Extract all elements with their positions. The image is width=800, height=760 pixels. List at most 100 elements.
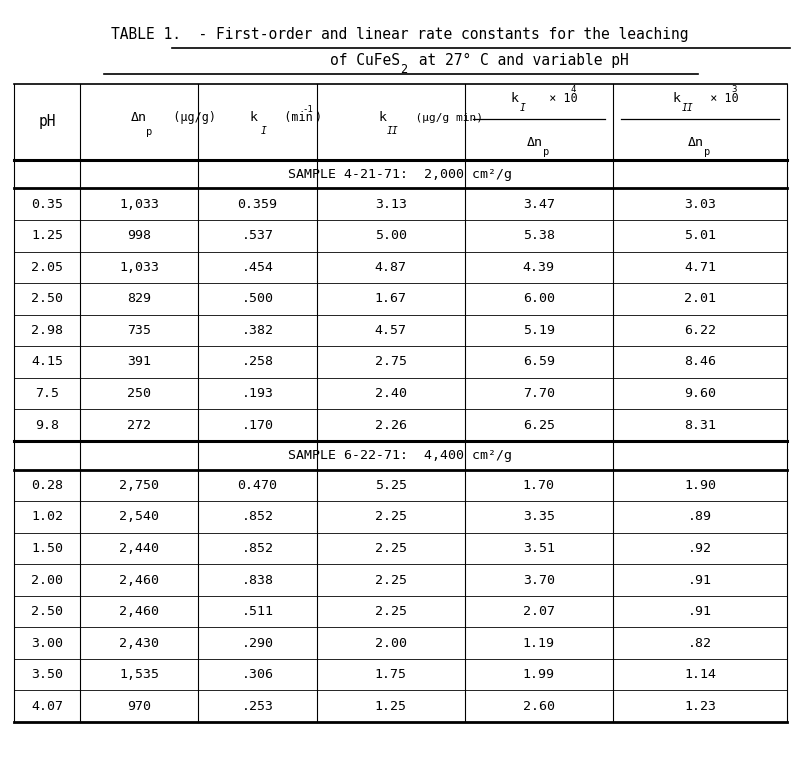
Text: 4.07: 4.07: [31, 700, 63, 713]
Text: 2.75: 2.75: [374, 356, 407, 369]
Text: SAMPLE 4-21-71:  2,000 cm²/g: SAMPLE 4-21-71: 2,000 cm²/g: [288, 167, 512, 181]
Text: 2.40: 2.40: [374, 387, 407, 400]
Text: .511: .511: [242, 605, 274, 618]
Text: 1.75: 1.75: [374, 668, 407, 681]
Text: II: II: [386, 125, 398, 136]
Text: 1,033: 1,033: [119, 261, 159, 274]
Text: 1.50: 1.50: [31, 542, 63, 555]
Text: 3.35: 3.35: [523, 511, 555, 524]
Text: 2.00: 2.00: [31, 574, 63, 587]
Text: .91: .91: [688, 574, 712, 587]
Text: 1.25: 1.25: [31, 230, 63, 242]
Text: 1,033: 1,033: [119, 198, 159, 211]
Text: 0.35: 0.35: [31, 198, 63, 211]
Text: 6.25: 6.25: [523, 419, 555, 432]
Text: 8.46: 8.46: [684, 356, 716, 369]
Text: 829: 829: [127, 293, 151, 306]
Text: 2.25: 2.25: [374, 511, 407, 524]
Text: SAMPLE 6-22-71:  4,400 cm²/g: SAMPLE 6-22-71: 4,400 cm²/g: [288, 448, 512, 462]
Text: 3: 3: [732, 85, 737, 94]
Text: .92: .92: [688, 542, 712, 555]
Text: 4.57: 4.57: [374, 324, 407, 337]
Text: 2.25: 2.25: [374, 542, 407, 555]
Text: .89: .89: [688, 511, 712, 524]
Text: 3.00: 3.00: [31, 637, 63, 650]
Text: (μg/g min): (μg/g min): [402, 112, 483, 123]
Text: I: I: [260, 125, 266, 136]
Text: 250: 250: [127, 387, 151, 400]
Text: 9.60: 9.60: [684, 387, 716, 400]
Text: (μg/g): (μg/g): [159, 111, 216, 125]
Text: p: p: [704, 147, 710, 157]
Text: 4.39: 4.39: [523, 261, 555, 274]
Text: 735: 735: [127, 324, 151, 337]
Text: 2.50: 2.50: [31, 605, 63, 618]
Text: k: k: [250, 111, 258, 125]
Text: 2.25: 2.25: [374, 605, 407, 618]
Text: 2,460: 2,460: [119, 574, 159, 587]
Text: 2,440: 2,440: [119, 542, 159, 555]
Text: p: p: [543, 147, 549, 157]
Text: 6.59: 6.59: [523, 356, 555, 369]
Text: 272: 272: [127, 419, 151, 432]
Text: 5.38: 5.38: [523, 230, 555, 242]
Text: p: p: [146, 127, 152, 138]
Text: -1: -1: [302, 105, 314, 114]
Text: .852: .852: [242, 511, 274, 524]
Text: 1.19: 1.19: [523, 637, 555, 650]
Text: .838: .838: [242, 574, 274, 587]
Text: 3.51: 3.51: [523, 542, 555, 555]
Text: 0.470: 0.470: [238, 479, 278, 492]
Text: × 10: × 10: [696, 92, 738, 106]
Text: 2,430: 2,430: [119, 637, 159, 650]
Text: .537: .537: [242, 230, 274, 242]
Text: .382: .382: [242, 324, 274, 337]
Text: 6.22: 6.22: [684, 324, 716, 337]
Text: Δn: Δn: [526, 136, 542, 150]
Text: .500: .500: [242, 293, 274, 306]
Text: .193: .193: [242, 387, 274, 400]
Text: .454: .454: [242, 261, 274, 274]
Text: Δn: Δn: [131, 111, 147, 125]
Text: 1.02: 1.02: [31, 511, 63, 524]
Text: k: k: [379, 111, 387, 125]
Text: 7.70: 7.70: [523, 387, 555, 400]
Text: 2.05: 2.05: [31, 261, 63, 274]
Text: 1.23: 1.23: [684, 700, 716, 713]
Text: TABLE 1.  - First-order and linear rate constants for the leaching: TABLE 1. - First-order and linear rate c…: [111, 27, 689, 42]
Text: 5.25: 5.25: [374, 479, 407, 492]
Text: 5.00: 5.00: [374, 230, 407, 242]
Text: 4.87: 4.87: [374, 261, 407, 274]
Text: 2.07: 2.07: [523, 605, 555, 618]
Text: .170: .170: [242, 419, 274, 432]
Text: 391: 391: [127, 356, 151, 369]
Text: I: I: [520, 103, 526, 113]
Text: 1.99: 1.99: [523, 668, 555, 681]
Text: 2,750: 2,750: [119, 479, 159, 492]
Text: 1.14: 1.14: [684, 668, 716, 681]
Text: .852: .852: [242, 542, 274, 555]
Text: 2,460: 2,460: [119, 605, 159, 618]
Text: at 27° C and variable pH: at 27° C and variable pH: [410, 53, 628, 68]
Text: 2.00: 2.00: [374, 637, 407, 650]
Text: Δn: Δn: [688, 136, 704, 150]
Text: .82: .82: [688, 637, 712, 650]
Text: 2.98: 2.98: [31, 324, 63, 337]
Text: .258: .258: [242, 356, 274, 369]
Text: .253: .253: [242, 700, 274, 713]
Text: 1,535: 1,535: [119, 668, 159, 681]
Text: 1.90: 1.90: [684, 479, 716, 492]
Text: 2: 2: [400, 63, 407, 77]
Text: ): ): [314, 111, 321, 125]
Text: 3.47: 3.47: [523, 198, 555, 211]
Text: × 10: × 10: [534, 92, 578, 106]
Text: .306: .306: [242, 668, 274, 681]
Text: .290: .290: [242, 637, 274, 650]
Text: .91: .91: [688, 605, 712, 618]
Text: 9.8: 9.8: [35, 419, 59, 432]
Text: (min: (min: [270, 111, 312, 125]
Text: 3.03: 3.03: [684, 198, 716, 211]
Text: 2.25: 2.25: [374, 574, 407, 587]
Text: 2.26: 2.26: [374, 419, 407, 432]
Text: 7.5: 7.5: [35, 387, 59, 400]
